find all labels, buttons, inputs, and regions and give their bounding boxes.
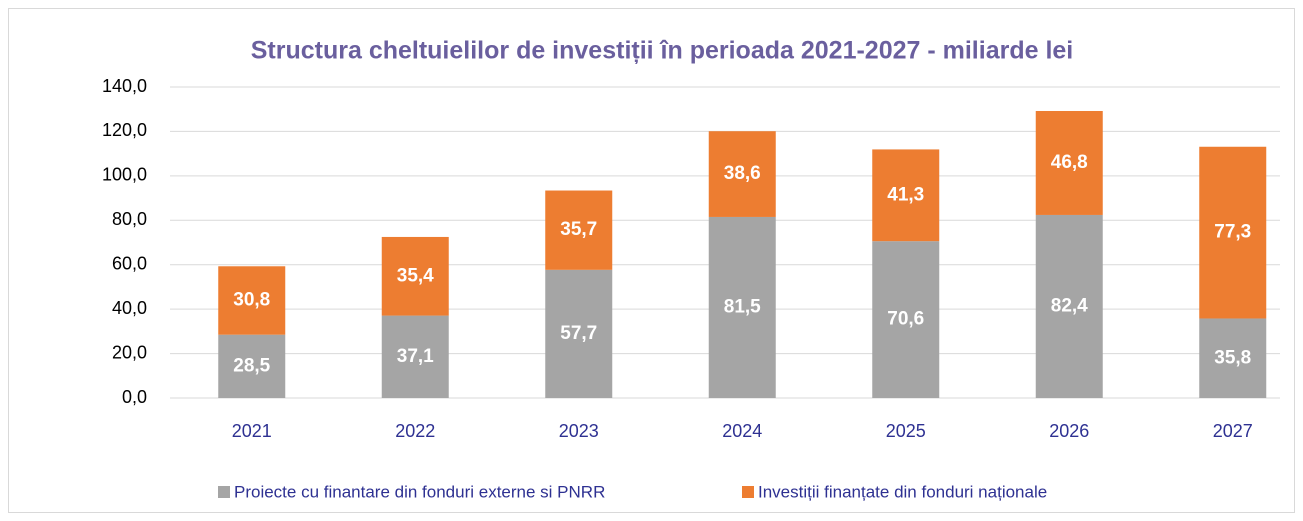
y-tick-label: 20,0 <box>112 342 147 362</box>
bar-segment <box>218 266 286 335</box>
bar-segment <box>708 131 776 217</box>
data-label: 57,7 <box>560 323 597 344</box>
y-tick-label: 60,0 <box>112 253 147 273</box>
data-label: 35,8 <box>1214 347 1251 368</box>
bar-segment <box>218 334 286 398</box>
data-label: 38,6 <box>724 163 761 184</box>
bar-segment <box>1035 110 1103 215</box>
bar-segment <box>708 216 776 398</box>
bar-segment <box>545 269 613 398</box>
bar-segment <box>381 315 449 398</box>
data-label: 70,6 <box>887 309 924 330</box>
legend-label: Proiecte cu finantare din fonduri extern… <box>234 482 605 501</box>
bar-segment <box>1199 146 1267 319</box>
x-tick-label: 2027 <box>1213 421 1253 441</box>
data-label: 82,4 <box>1051 295 1088 316</box>
y-tick-label: 120,0 <box>102 120 147 140</box>
data-label: 81,5 <box>724 296 761 317</box>
y-tick-label: 140,0 <box>102 76 147 96</box>
bar-segment <box>1035 214 1103 398</box>
data-label: 41,3 <box>887 184 924 205</box>
x-tick-label: 2021 <box>232 421 272 441</box>
x-tick-label: 2022 <box>395 421 435 441</box>
x-tick-label: 2024 <box>722 421 762 441</box>
legend-swatch <box>218 486 230 498</box>
x-tick-label: 2026 <box>1049 421 1089 441</box>
x-tick-label: 2025 <box>886 421 926 441</box>
x-tick-label: 2023 <box>559 421 599 441</box>
data-label: 77,3 <box>1214 222 1251 243</box>
y-tick-label: 0,0 <box>122 387 147 407</box>
bar-segment <box>872 149 940 242</box>
data-label: 28,5 <box>233 355 270 376</box>
y-tick-label: 100,0 <box>102 165 147 185</box>
data-label: 30,8 <box>233 289 270 310</box>
y-tick-label: 80,0 <box>112 209 147 229</box>
data-label: 35,4 <box>397 265 434 286</box>
y-tick-label: 40,0 <box>112 298 147 318</box>
chart-title: Structura cheltuielilor de investiții în… <box>251 37 1074 65</box>
legend-label: Investiții finanțate din fonduri naționa… <box>758 482 1047 501</box>
data-label: 37,1 <box>397 346 434 367</box>
data-label: 35,7 <box>560 219 597 240</box>
bar-segment <box>545 190 613 270</box>
bar-segment <box>1199 318 1267 398</box>
legend-swatch <box>742 486 754 498</box>
bar-segment <box>381 236 449 316</box>
bar-segment <box>872 241 940 398</box>
data-label: 46,8 <box>1051 152 1088 173</box>
